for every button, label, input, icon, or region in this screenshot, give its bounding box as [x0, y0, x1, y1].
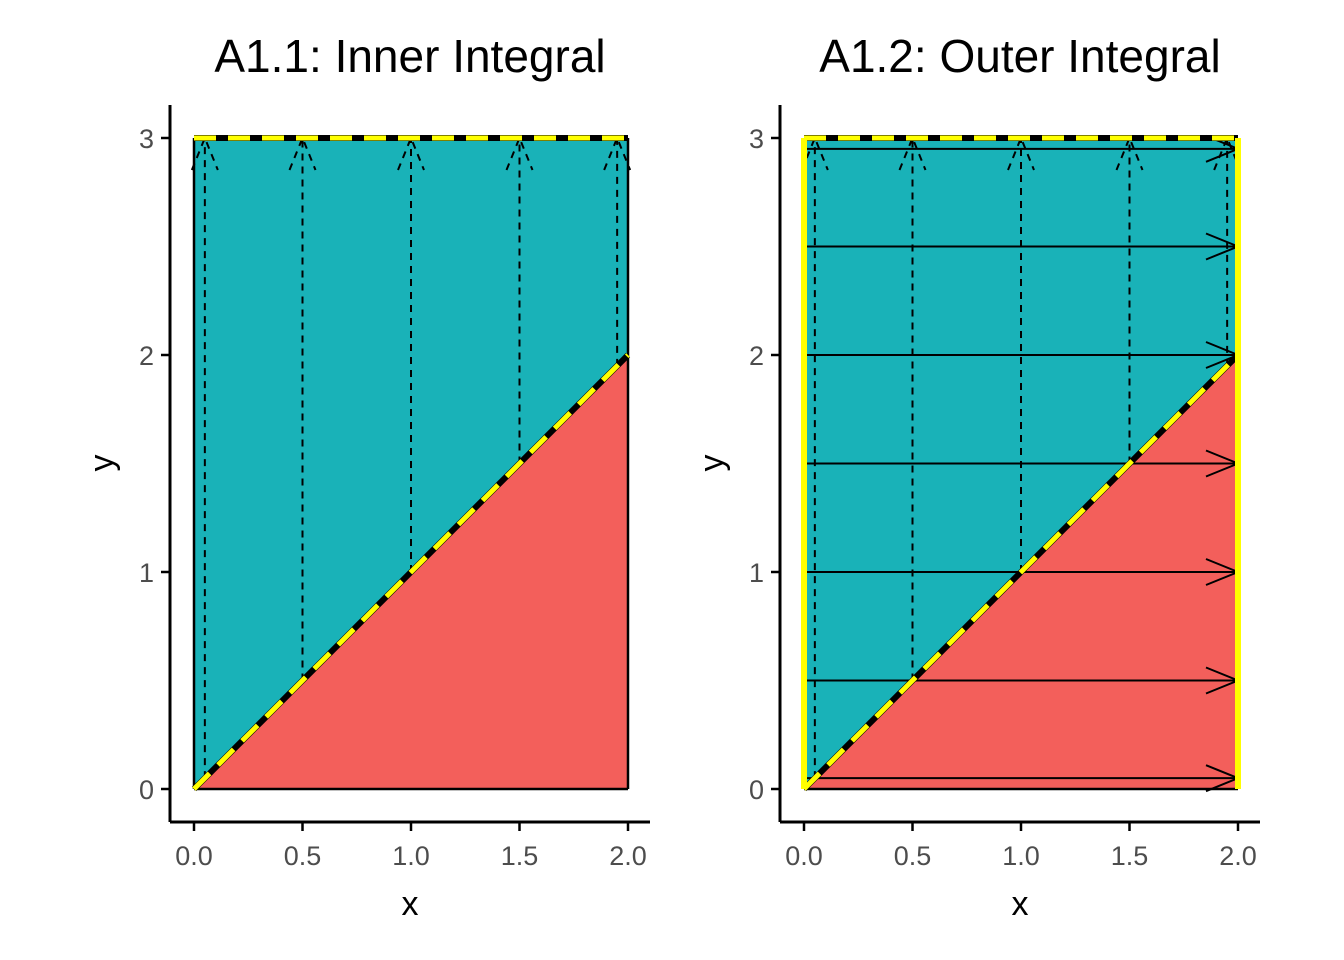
y-tick-label: 3 [139, 124, 154, 154]
y-axis-title: y [83, 455, 121, 472]
inner-arrow-head [603, 135, 632, 171]
panel-inner-integral: A1.1: Inner Integral x y 0 1 2 3 0.0 0.5 1.0 1.… [83, 30, 650, 923]
y-tick-label: 1 [749, 558, 764, 588]
x-tick-label: 1.0 [1002, 841, 1040, 871]
x-axis-title: x [402, 885, 419, 923]
y-axis-title: y [693, 455, 731, 472]
x-tick-label: 0.0 [785, 841, 823, 871]
inner-arrow-head [1115, 135, 1144, 171]
inner-arrow-head [800, 135, 829, 171]
panel-outer-integral: A1.2: Outer Integral x y 0 1 2 3 0.0 0.5 1.0 1.… [693, 30, 1260, 923]
y-tick-label: 0 [749, 775, 764, 805]
panel-title: A1.2: Outer Integral [819, 30, 1220, 82]
inner-arrow-head [288, 135, 317, 171]
x-tick-label: 2.0 [609, 841, 647, 871]
x-axis-title: x [1012, 885, 1029, 923]
inner-arrow-head [898, 135, 927, 171]
x-tick-label: 0.0 [175, 841, 213, 871]
boundary-highlight [802, 353, 1240, 791]
y-tick-label: 2 [139, 341, 154, 371]
inner-arrow-head [190, 135, 219, 171]
boundary-highlight [192, 353, 630, 791]
inner-arrow-head [1007, 135, 1035, 171]
y-tick-label: 0 [139, 775, 154, 805]
inner-arrow-head [397, 135, 425, 171]
inner-arrow-head [505, 135, 534, 171]
panel-title: A1.1: Inner Integral [214, 30, 605, 82]
x-tick-label: 1.5 [501, 841, 539, 871]
x-tick-label: 0.5 [894, 841, 932, 871]
x-tick-label: 0.5 [284, 841, 322, 871]
x-tick-label: 2.0 [1219, 841, 1257, 871]
y-tick-label: 1 [139, 558, 154, 588]
x-tick-label: 1.5 [1111, 841, 1149, 871]
x-tick-label: 1.0 [392, 841, 430, 871]
y-tick-label: 3 [749, 124, 764, 154]
y-tick-label: 2 [749, 341, 764, 371]
